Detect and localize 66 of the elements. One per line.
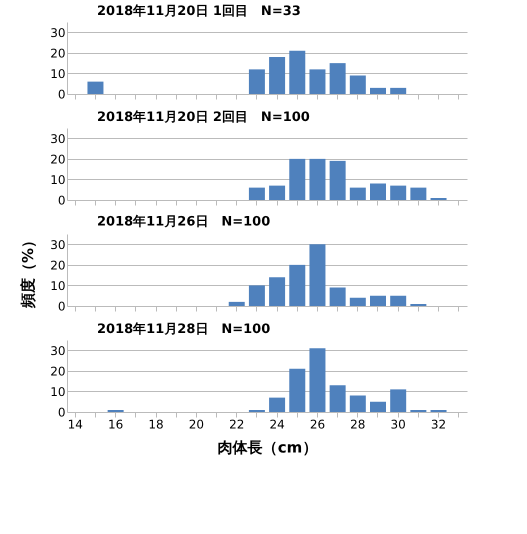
bar (248, 69, 265, 94)
y-tick-label: 30 (50, 344, 66, 358)
x-axis-title: 肉体長（cm） (218, 438, 318, 456)
y-tick-label: 30 (50, 238, 66, 252)
y-tick-label: 10 (50, 66, 66, 81)
bar (350, 75, 366, 94)
bar (390, 186, 406, 200)
bar (390, 389, 406, 412)
bar (350, 298, 366, 306)
bar (289, 368, 306, 412)
bar (289, 158, 306, 200)
bar (309, 244, 326, 306)
bar (309, 69, 326, 94)
bar (309, 348, 326, 412)
chart-title: 2018年11月20日 1回目 N=33 (97, 4, 301, 19)
y-tick-label: 0 (58, 406, 66, 420)
x-tick-label: 28 (350, 418, 366, 432)
bar (350, 396, 366, 412)
bar (330, 160, 346, 200)
y-tick-label: 0 (58, 194, 66, 208)
bar (330, 385, 346, 412)
x-tick-label: 30 (390, 418, 406, 432)
bar (87, 82, 104, 94)
x-tick-label: 22 (229, 418, 244, 432)
bar (269, 277, 286, 306)
bar (350, 188, 366, 200)
y-tick-label: 20 (50, 364, 66, 378)
bar (248, 285, 265, 306)
bar (370, 88, 386, 94)
chart-title: 2018年11月28日 N=100 (97, 322, 270, 337)
bar (248, 188, 265, 200)
y-tick-label: 0 (58, 300, 66, 314)
bar (370, 402, 386, 412)
bar (390, 88, 406, 94)
bar (289, 50, 306, 94)
y-tick-label: 30 (50, 132, 66, 146)
chart-title: 2018年11月20日 2回目 N=100 (97, 110, 310, 125)
x-tick-label: 16 (108, 418, 124, 432)
bar (330, 287, 346, 306)
y-tick-label: 10 (50, 172, 66, 187)
y-axis-title: 頻度（%） (19, 232, 38, 310)
x-tick-label: 32 (430, 418, 446, 432)
bar (370, 296, 386, 306)
bar (309, 158, 326, 200)
bar (289, 264, 306, 306)
bar (228, 302, 245, 306)
bar (390, 296, 406, 306)
bar (269, 186, 286, 200)
bar (330, 63, 346, 94)
x-tick-label: 18 (148, 418, 164, 432)
bar (269, 56, 286, 94)
x-tick-label: 14 (68, 418, 83, 432)
y-tick-label: 0 (58, 88, 66, 102)
y-tick-label: 20 (50, 46, 66, 60)
bar (410, 188, 426, 200)
x-tick-label: 20 (188, 418, 204, 432)
x-tick-label: 26 (310, 418, 326, 432)
y-tick-label: 10 (50, 384, 66, 399)
chart-title: 2018年11月26日 N=100 (97, 214, 270, 230)
y-tick-label: 20 (50, 152, 66, 166)
bar (269, 398, 286, 412)
bar (370, 184, 386, 200)
y-tick-label: 30 (50, 26, 66, 40)
y-tick-label: 10 (50, 278, 66, 293)
x-tick-label: 24 (269, 418, 285, 432)
y-tick-label: 20 (50, 258, 66, 272)
